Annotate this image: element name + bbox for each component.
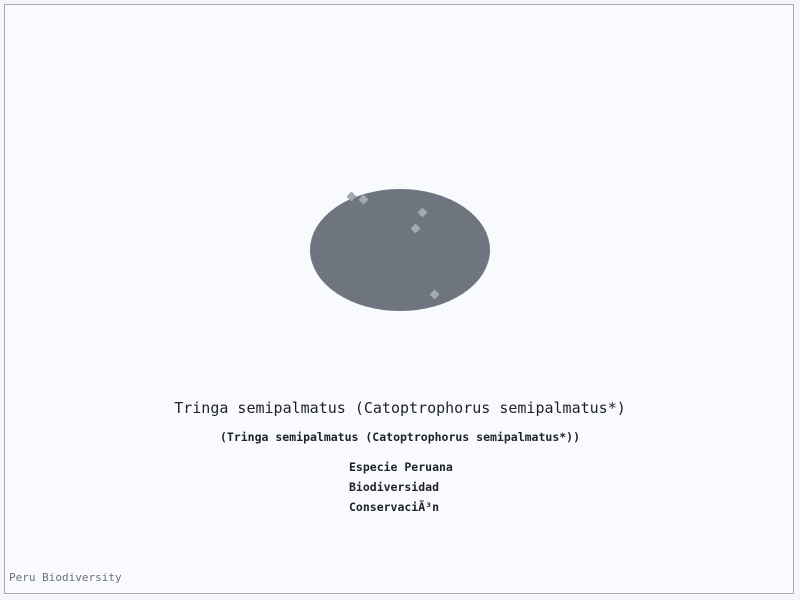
species-dot: [410, 223, 421, 234]
species-subtitle: (Tringa semipalmatus (Catoptrophorus sem…: [219, 430, 581, 444]
tag-list: Especie Peruana Biodiversidad Conservaci…: [349, 460, 453, 520]
species-dot: [417, 207, 428, 218]
species-dot: [346, 191, 357, 202]
species-blob: [310, 189, 490, 311]
footer-brand: Peru Biodiversity: [9, 571, 122, 584]
species-dot: [429, 289, 440, 300]
species-image-canvas: [310, 189, 490, 311]
species-title: Tringa semipalmatus (Catoptrophorus semi…: [174, 399, 626, 417]
species-dot: [358, 194, 369, 205]
page-frame: Tringa semipalmatus (Catoptrophorus semi…: [4, 4, 794, 594]
species-image: [5, 5, 795, 385]
tag-item: Especie Peruana: [349, 460, 453, 474]
tag-item: ConservaciÃ³n: [349, 500, 440, 514]
tag-item: Biodiversidad: [349, 480, 440, 494]
